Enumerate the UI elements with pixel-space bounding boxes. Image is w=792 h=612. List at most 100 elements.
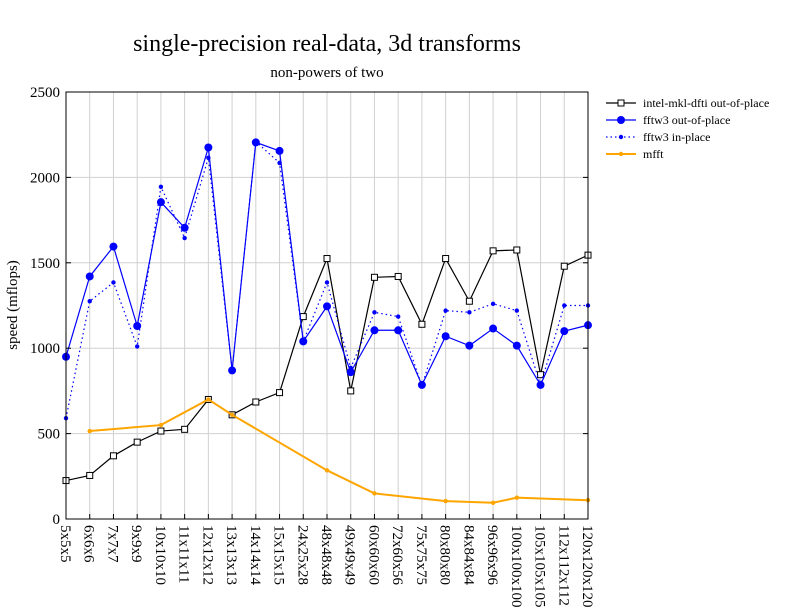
data-point [537,371,545,379]
data-point [301,339,306,344]
data-point [229,368,235,373]
plot-series [62,138,592,505]
y-tick-label: 500 [38,427,61,443]
data-point [441,332,450,341]
data-point [157,427,165,435]
data-point [560,262,568,270]
data-point [109,242,118,251]
x-tick-label: 60x60x60 [365,525,381,585]
x-tick-label: 80x80x80 [437,525,453,585]
series-line [89,398,589,504]
data-point [134,344,140,349]
data-point [252,398,260,406]
data-point [229,412,235,418]
x-tick-label: 48x48x48 [318,525,334,585]
data-point [299,313,307,321]
data-point [442,255,450,263]
data-point [467,310,472,315]
x-tick-label: 15x15x15 [271,525,287,585]
data-point [514,495,520,500]
x-axis-ticks: 5x5x5 6x6x6 7x7x7 9x9x9 10x10x10 11x11x11 12x1… [57,514,595,608]
data-point [394,326,403,335]
chart-subtitle: non-powers of two [270,65,383,81]
data-point [133,438,141,446]
data-point [180,223,189,232]
data-point [206,397,211,402]
legend-label: intel-mkl-dfti out-of-place [643,96,769,110]
series-line [65,140,588,419]
data-point [370,326,379,335]
x-tick-label: 49x49x49 [342,525,358,585]
x-tick-label: 10x10x10 [152,525,168,585]
data-point [490,301,496,306]
data-point [512,341,521,350]
data-point [562,303,567,308]
data-point [418,320,426,328]
data-point [323,255,331,263]
legend-item: fftw3 out-of-place [606,113,730,127]
data-point [324,280,330,285]
x-tick-label: 24x25x28 [294,525,310,585]
legend: intel-mkl-dfti out-of-place fftw3 out-of-… [606,96,769,161]
data-point [346,368,355,377]
data-point [489,247,497,255]
data-point [514,308,520,313]
y-axis-ticks: 0 500 1000 1500 2000 2500 [30,85,588,528]
x-tick-label: 5x5x5 [57,525,73,563]
data-point [443,498,448,504]
y-tick-label: 0 [53,512,61,528]
x-tick-label: 72x60x56 [389,525,405,586]
data-point [489,324,498,333]
data-point [419,383,425,388]
data-point [275,146,284,155]
data-point [86,471,94,479]
data-point [253,139,259,144]
data-point [394,272,402,280]
data-point [347,387,355,395]
legend-marker [617,116,625,124]
data-point [204,143,213,152]
x-tick-label: 14x14x14 [247,525,263,586]
chart-title: single-precision real-data, 3d transform… [133,31,521,57]
legend-label: fftw3 in-place [643,130,710,144]
data-point [158,422,164,428]
data-point [158,184,164,189]
legend-item: mfft [606,147,664,161]
data-point [206,155,211,160]
data-point [87,428,92,434]
data-point [276,389,284,397]
data-point [182,235,187,241]
data-point [465,341,474,350]
data-point [513,246,521,254]
data-point [538,382,543,388]
legend-marker [617,99,625,107]
data-point [395,314,401,319]
x-tick-label: 12x12x12 [199,525,215,585]
x-tick-label: 75x75x75 [413,525,429,585]
x-tick-label: 6x6x6 [81,525,97,563]
data-point [348,365,353,371]
data-point [370,273,378,281]
data-point [133,321,142,330]
legend-label: fftw3 out-of-place [643,113,730,127]
series-fftw3-in-place [63,139,591,421]
y-tick-label: 1500 [30,256,60,272]
data-point [465,297,473,305]
legend-label: mfft [643,147,664,161]
data-point [109,452,117,460]
x-tick-label: 105x105x105 [532,525,548,608]
x-tick-label: 84x84x84 [460,525,476,586]
data-point [323,302,331,311]
data-point [324,468,330,473]
data-point [372,491,377,496]
x-tick-label: 9x9x9 [128,525,144,563]
y-tick-label: 2500 [30,85,60,101]
x-tick-label: 7x7x7 [104,525,120,563]
y-tick-label: 2000 [30,170,60,186]
data-point [87,299,92,304]
x-tick-label: 13x13x13 [223,525,239,585]
data-point [111,280,116,285]
legend-marker [618,134,624,140]
legend-item: fftw3 in-place [606,130,710,144]
